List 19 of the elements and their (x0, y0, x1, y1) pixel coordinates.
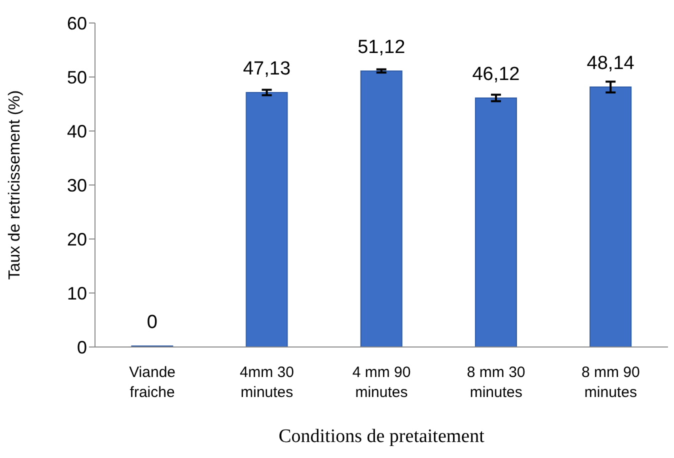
y-tick-label: 40 (66, 121, 87, 142)
y-tick-label: 20 (66, 229, 87, 250)
x-tick-label: 4mm 30 minutes (240, 364, 294, 401)
y-tick-label: 50 (66, 67, 87, 88)
y-tick-label: 0 (76, 337, 87, 358)
x-tick-label: 4 mm 90 minutes (352, 364, 411, 401)
data-label: 51,12 (358, 36, 406, 58)
y-axis-title: Taux de retricissement (%) (6, 90, 24, 280)
data-label: 0 (146, 312, 158, 333)
y-tick-label: 60 (66, 13, 87, 34)
data-label: 46,12 (472, 64, 520, 85)
x-tick-label: 8 mm 30 minutes (466, 364, 526, 401)
y-tick-label: 10 (66, 283, 87, 304)
x-tick-label: Viande fraiche (129, 364, 176, 401)
y-tick-label: 30 (66, 175, 87, 196)
x-tick-label: 8 mm 90 minutes (582, 364, 640, 401)
x-axis-title: Conditions de pretaitement (278, 426, 486, 447)
data-label: 48,14 (586, 53, 635, 74)
data-label: 47,13 (243, 58, 291, 80)
